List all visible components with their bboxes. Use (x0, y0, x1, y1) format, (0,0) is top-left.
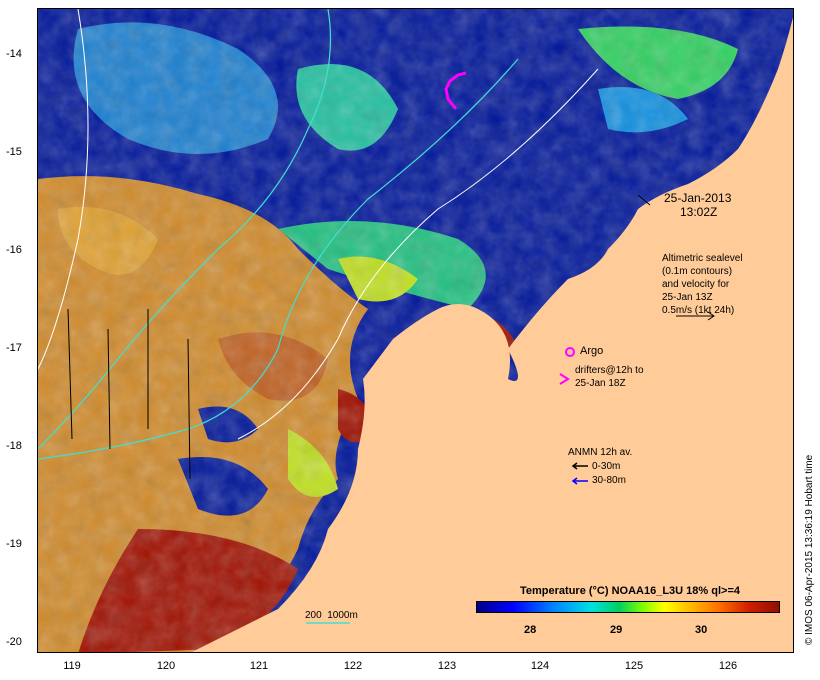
map-time: 13:02Z (680, 205, 718, 219)
drifters-legend-label: drifters@12h to 25-Jan 18Z (575, 365, 644, 389)
colorbar-tick: 30 (695, 624, 708, 636)
x-tick-label: 119 (63, 660, 81, 672)
y-tick-label: -16 (6, 244, 22, 256)
y-tick-label: -19 (6, 538, 22, 550)
drifter-symbol (559, 373, 570, 385)
y-tick-label: -20 (6, 636, 22, 648)
x-tick-label: 124 (530, 660, 550, 672)
map-date: 25-Jan-2013 (664, 191, 732, 205)
y-tick-label: -17 (6, 342, 22, 354)
isobath-legend-label: 200 1000m (305, 610, 358, 621)
velocity-arrows (67, 308, 191, 480)
anmn-legend-deep: 30-80m (592, 475, 626, 486)
isobath-1000 (38, 9, 89, 370)
x-tick-label: 123 (437, 660, 457, 672)
land-kimberley (191, 17, 793, 652)
x-tick-label: 121 (249, 660, 269, 672)
colorbar-tick: 28 (524, 624, 537, 636)
anmn-legend-title: ANMN 12h av. (568, 447, 633, 458)
sealevel-legend: Altimetric sealevel (0.1m contours) and … (662, 253, 743, 316)
argo-symbol (565, 347, 575, 357)
x-tick-label: 125 (624, 660, 644, 672)
sst-map (38, 9, 793, 652)
map-panel[interactable] (37, 8, 794, 653)
anmn-legend-shallow: 0-30m (592, 461, 621, 472)
argo-legend-label: Argo (580, 345, 604, 357)
x-tick-label: 122 (343, 660, 363, 672)
isobath-200 (38, 9, 332, 450)
x-tick-label: 120 (156, 660, 176, 672)
credit-text: © IMOS 06-Apr-2015 13:36:19 Hobart time (804, 454, 815, 645)
y-tick-label: -14 (6, 48, 22, 60)
y-tick-label: -15 (6, 146, 22, 158)
temperature-colorbar (476, 601, 780, 613)
drifter-track (444, 71, 467, 110)
colorbar-title: Temperature (°C) NOAA16_L3U 18% ql>=4 (520, 585, 740, 597)
colorbar-tick: 29 (610, 624, 623, 636)
y-tick-label: -18 (6, 440, 22, 452)
x-tick-label: 126 (718, 660, 738, 672)
